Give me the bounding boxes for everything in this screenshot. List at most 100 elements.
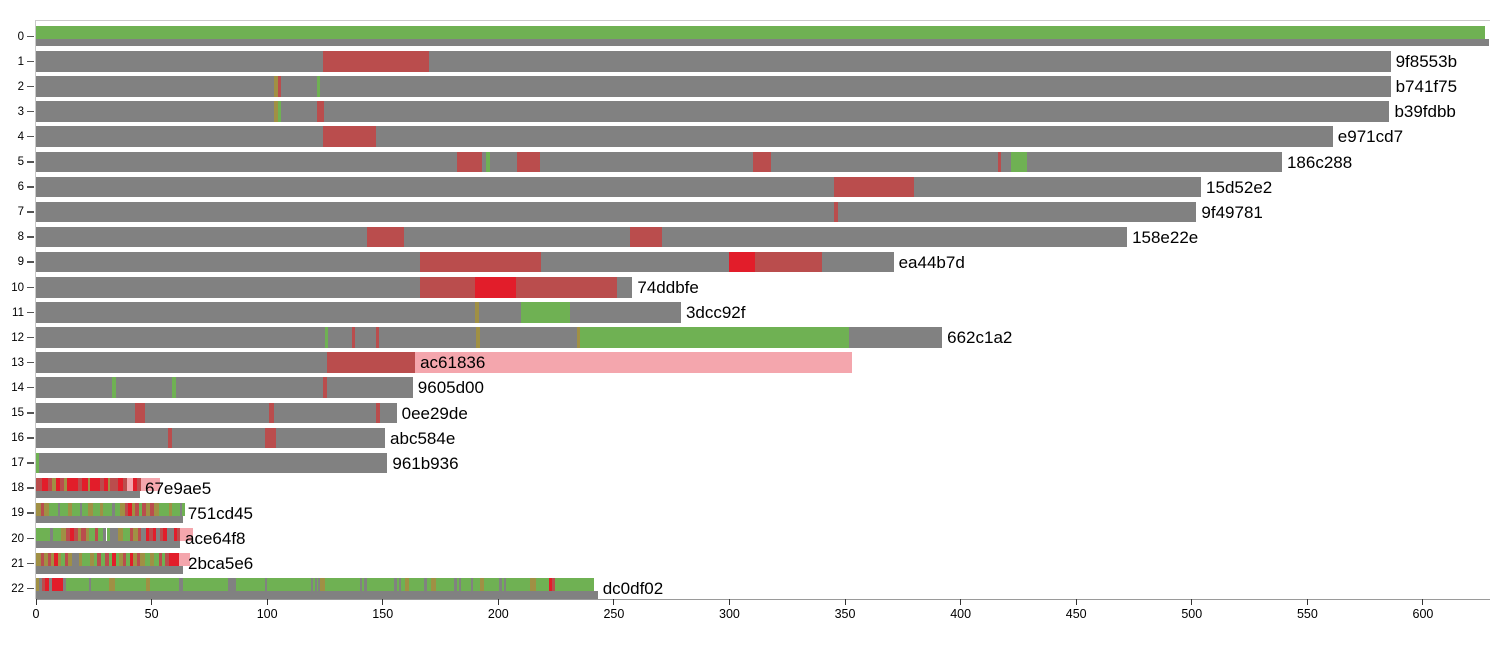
mosaic-segment <box>122 528 130 541</box>
mosaic-segment <box>63 477 68 491</box>
row-tick <box>27 437 34 439</box>
row-index-label: 10 <box>11 281 24 294</box>
mosaic-segment <box>311 578 313 591</box>
mosaic-segment <box>120 502 125 516</box>
mosaic-segment <box>89 528 95 541</box>
x-axis-tick-label: 450 <box>1065 607 1087 621</box>
mosaic-segment <box>163 528 167 541</box>
mosaic-segment <box>401 578 405 591</box>
variant-segment <box>316 76 321 97</box>
mosaic-segment <box>461 578 471 591</box>
row-index-label: 14 <box>11 381 24 394</box>
mosaic-segment <box>141 477 160 491</box>
variant-segment <box>521 302 570 323</box>
mosaic-segment <box>81 528 86 541</box>
mosaic-segment <box>150 553 154 566</box>
variant-segment <box>456 151 483 172</box>
row-tick <box>27 386 34 389</box>
x-axis-tick-label: 0 <box>32 607 40 621</box>
mosaic-segment <box>180 502 182 516</box>
mosaic-segment <box>100 553 106 566</box>
mosaic-segment <box>314 578 317 591</box>
mosaic-segment <box>549 578 552 591</box>
mosaic-segment <box>82 477 88 491</box>
mosaic-segment <box>133 528 138 541</box>
read-id-label: 9f49781 <box>1201 202 1263 222</box>
mosaic-segment <box>499 578 502 591</box>
mosaic-segment <box>398 578 402 591</box>
mosaic-segment <box>54 553 58 566</box>
row-tick <box>27 562 34 565</box>
mosaic-segment <box>57 502 61 516</box>
mosaic-segment <box>504 578 507 591</box>
x-axis-tick-label: 100 <box>256 607 278 621</box>
mosaic-segment <box>136 553 140 566</box>
row-index-label: 7 <box>17 206 24 219</box>
mosaic-segment <box>119 553 123 566</box>
mosaic-segment <box>57 553 62 566</box>
x-axis-tick <box>382 599 384 605</box>
mosaic-segment <box>129 553 134 566</box>
mosaic-segment <box>145 578 151 591</box>
mosaic-segment <box>137 528 142 541</box>
alignment-bar <box>36 76 1391 97</box>
row-index-label: 5 <box>17 156 24 168</box>
mosaic-segment <box>103 502 113 516</box>
variant-segment <box>729 251 755 273</box>
variant-segment <box>316 101 324 122</box>
mosaic-segment <box>149 528 153 541</box>
mosaic-segment <box>47 477 53 491</box>
mosaic-segment <box>264 578 268 591</box>
mosaic-segment <box>44 502 49 516</box>
mosaic-segment <box>114 578 146 591</box>
row-tick <box>27 110 34 113</box>
mosaic-segment <box>55 477 61 491</box>
variant-segment <box>475 277 516 298</box>
mosaic-segment <box>396 578 399 591</box>
mosaic-segment <box>91 578 109 591</box>
variant-segment <box>274 76 278 97</box>
x-axis-tick <box>1075 599 1077 605</box>
variant-segment <box>419 277 476 298</box>
mosaic-segment <box>150 578 180 591</box>
mosaic-segment <box>140 553 145 566</box>
row-tick <box>27 161 34 163</box>
mosaic-segment <box>366 578 395 591</box>
row-index-label: 6 <box>17 181 24 194</box>
mosaic-segment <box>181 502 186 516</box>
x-axis-tick <box>1306 599 1308 605</box>
mosaic-segment <box>68 502 72 516</box>
x-axis-tick-label: 400 <box>950 607 972 621</box>
alignment-bar-understrip <box>36 515 183 524</box>
mosaic-segment <box>99 502 104 516</box>
variant-segment <box>833 201 839 223</box>
x-axis-tick-label: 550 <box>1296 607 1318 621</box>
mosaic-segment <box>435 578 455 591</box>
read-id-label: e971cd7 <box>1337 127 1404 147</box>
mosaic-segment <box>133 553 137 566</box>
mosaic-segment <box>103 528 107 541</box>
alignment-bar-understrip <box>36 38 1489 47</box>
row-tick <box>27 236 34 238</box>
read-id-label: b39fdbb <box>1394 102 1456 122</box>
row-tick <box>27 487 34 489</box>
variant-segment <box>485 151 491 172</box>
mosaic-segment <box>404 578 410 591</box>
mosaic-segment <box>64 553 69 566</box>
read-id-label: ea44b7d <box>898 252 965 272</box>
mosaic-segment <box>40 553 45 566</box>
mosaic-segment <box>173 528 177 541</box>
mosaic-segment <box>77 477 83 491</box>
mosaic-segment <box>136 477 142 491</box>
mosaic-segment <box>62 578 67 591</box>
row-index-label: 9 <box>17 256 24 269</box>
mosaic-segment <box>88 477 91 491</box>
row-index-label: 21 <box>11 557 24 570</box>
variant-segment <box>375 327 380 348</box>
read-id-label: 186c288 <box>1286 152 1353 172</box>
mosaic-segment <box>144 553 151 566</box>
mosaic-segment <box>267 578 312 591</box>
variant-segment <box>277 76 282 97</box>
row-index-label: 22 <box>11 582 24 595</box>
